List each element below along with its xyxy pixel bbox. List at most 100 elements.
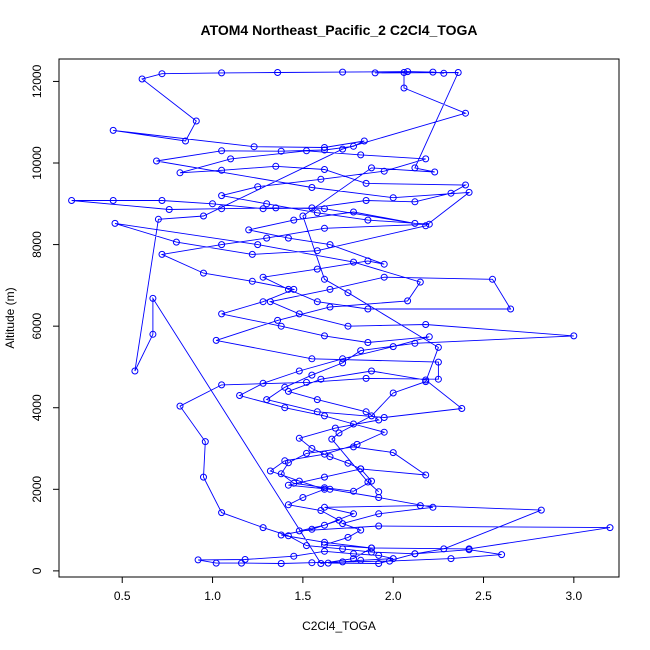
data-point: [447, 189, 455, 197]
data-point: [295, 434, 303, 442]
data-point: [425, 333, 433, 341]
data-point: [411, 339, 419, 347]
data-point: [321, 146, 328, 154]
data-point: [317, 175, 325, 183]
data-point: [308, 355, 316, 363]
data-point: [321, 541, 328, 549]
data-point: [254, 241, 262, 249]
data-point: [303, 449, 310, 457]
data-point: [380, 428, 388, 436]
data-point: [431, 168, 439, 176]
data-point: [339, 545, 347, 553]
data-point: [326, 453, 334, 461]
data-point: [364, 216, 372, 224]
y-tick-label: 8000: [30, 231, 44, 258]
data-point: [245, 226, 253, 234]
data-point: [248, 250, 256, 258]
data-point: [176, 402, 184, 410]
data-point: [284, 459, 292, 467]
y-tick-label: 6000: [30, 312, 44, 339]
data-point: [350, 258, 357, 266]
data-point: [368, 164, 375, 172]
data-point: [259, 205, 267, 213]
x-tick-label: 2.5: [475, 589, 492, 603]
data-point: [281, 457, 289, 465]
data-point: [295, 310, 303, 318]
data-point: [290, 216, 298, 224]
data-point: [360, 137, 368, 145]
data-point: [218, 381, 226, 389]
data-point: [259, 298, 267, 306]
data-point: [350, 555, 357, 563]
data-point: [368, 367, 375, 375]
data-point: [158, 70, 166, 78]
data-point: [422, 321, 430, 328]
x-tick-label: 1.5: [295, 589, 312, 603]
data-point: [317, 375, 325, 383]
data-point: [368, 477, 375, 485]
data-point: [350, 142, 357, 150]
data-point: [153, 157, 160, 165]
y-axis-label: Altitude (m): [3, 287, 17, 348]
data-point: [266, 298, 274, 306]
data-point: [434, 358, 442, 366]
data-point: [209, 200, 216, 208]
data-point: [362, 197, 370, 204]
data-point: [313, 247, 321, 255]
data-point: [416, 278, 424, 286]
data-point: [274, 316, 282, 324]
data-point: [277, 560, 285, 567]
data-point: [324, 559, 332, 567]
data-point: [295, 477, 303, 485]
data-point: [303, 147, 310, 155]
data-point: [400, 69, 408, 76]
y-tick-label: 0: [30, 567, 44, 574]
data-point: [201, 438, 209, 446]
y-tick-label: 12000: [30, 64, 44, 98]
data-point: [362, 179, 370, 187]
data-point: [368, 412, 375, 420]
data-point: [375, 522, 383, 530]
data-point: [308, 371, 316, 379]
data-point: [212, 559, 220, 567]
data-point: [357, 526, 365, 534]
data-point: [353, 440, 361, 448]
data-point: [331, 424, 339, 432]
data-point: [165, 206, 173, 213]
data-point: [284, 234, 292, 242]
data-point: [326, 285, 334, 293]
data-point: [284, 532, 292, 540]
data-point: [416, 502, 424, 510]
data-point: [339, 68, 347, 76]
y-tick-label: 4000: [30, 394, 44, 421]
data-point: [380, 414, 388, 421]
data-point: [537, 506, 545, 514]
data-point: [321, 275, 328, 283]
chart-title: ATOM4 Northeast_Pacific_2 C2Cl4_TOGA: [201, 22, 478, 38]
data-point: [277, 470, 285, 478]
data-point: [321, 485, 328, 493]
data-point: [357, 556, 365, 564]
data-point: [313, 408, 321, 416]
data-point: [434, 343, 442, 351]
data-point: [422, 471, 430, 479]
data-point: [371, 69, 379, 77]
data-point: [357, 465, 365, 473]
data-point: [606, 524, 614, 532]
data-point: [404, 297, 412, 305]
data-point: [313, 209, 321, 217]
data-point: [380, 273, 388, 281]
data-point: [111, 219, 119, 227]
data-point: [321, 473, 328, 481]
data-point: [447, 555, 455, 563]
data-point: [295, 367, 303, 375]
x-tick-label: 3.0: [565, 589, 582, 603]
data-point: [364, 257, 372, 265]
data-point: [236, 392, 244, 399]
data-point: [344, 533, 352, 541]
data-point: [321, 450, 328, 458]
data-point: [303, 542, 310, 550]
data-point: [277, 322, 285, 330]
data-point: [238, 559, 245, 567]
